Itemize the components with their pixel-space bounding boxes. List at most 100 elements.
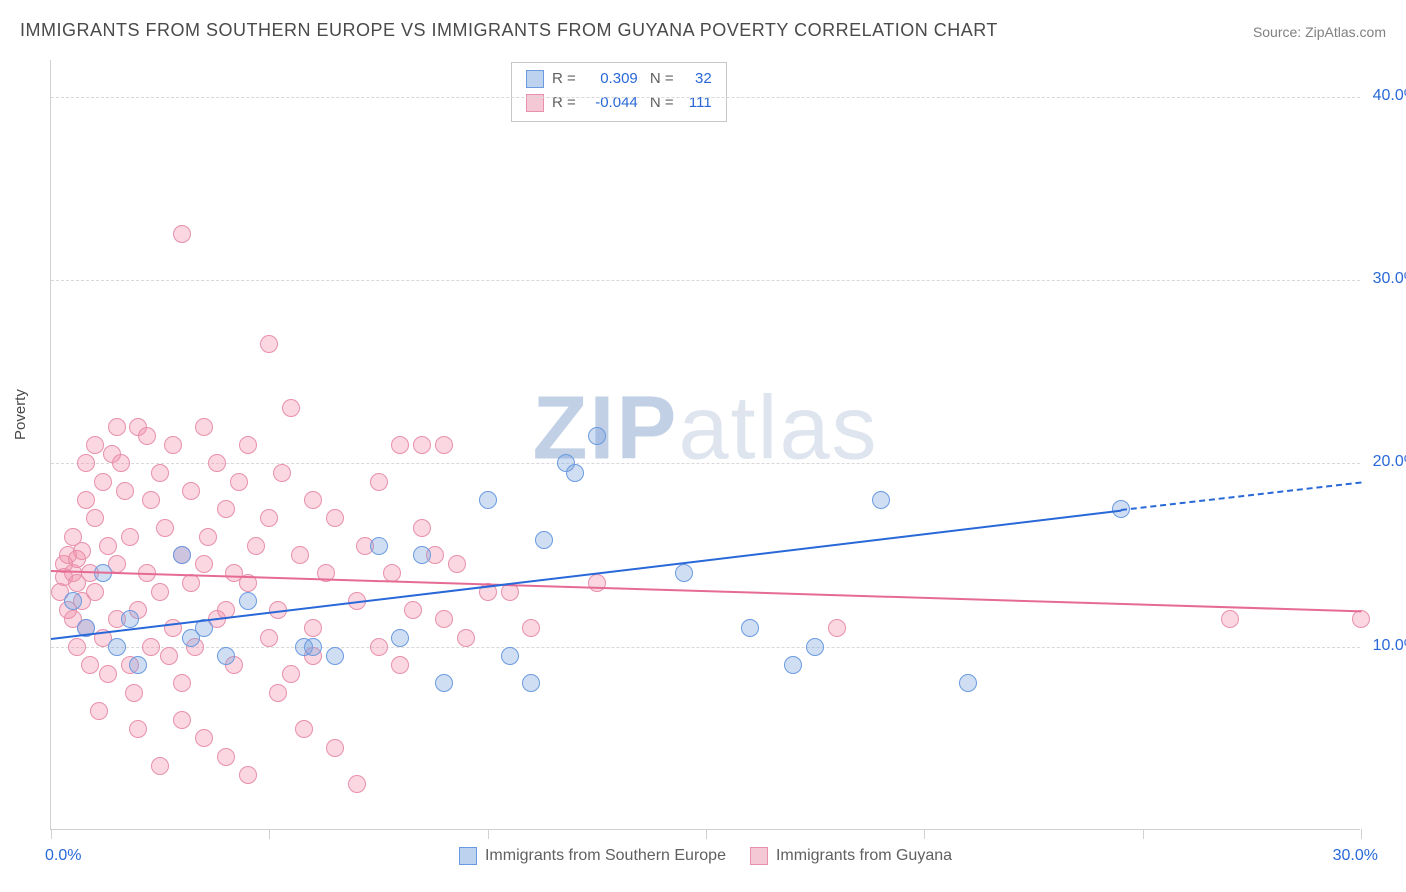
data-point (195, 729, 213, 747)
data-point (81, 656, 99, 674)
data-point (588, 427, 606, 445)
data-point (195, 418, 213, 436)
data-point (435, 674, 453, 692)
x-tick-label-right: 30.0% (1333, 847, 1378, 865)
y-tick-label: 20.0% (1373, 453, 1406, 471)
data-point (326, 647, 344, 665)
data-point (239, 592, 257, 610)
data-point (68, 638, 86, 656)
data-point (199, 528, 217, 546)
data-point (404, 601, 422, 619)
legend-r-value-0: 0.309 (584, 67, 638, 91)
chart-container: IMMIGRANTS FROM SOUTHERN EUROPE VS IMMIG… (0, 0, 1406, 892)
legend-r-label: R = (552, 91, 576, 115)
data-point (151, 464, 169, 482)
data-point (108, 638, 126, 656)
data-point (457, 629, 475, 647)
legend-n-label: N = (646, 91, 674, 115)
data-point (566, 464, 584, 482)
data-point (391, 656, 409, 674)
data-point (273, 464, 291, 482)
gridline (51, 647, 1360, 648)
data-point (239, 436, 257, 454)
gridline (51, 97, 1360, 98)
data-point (230, 473, 248, 491)
data-point (151, 757, 169, 775)
data-point (99, 665, 117, 683)
data-point (99, 537, 117, 555)
data-point (86, 583, 104, 601)
data-point (326, 739, 344, 757)
bottom-legend: Immigrants from Southern Europe Immigran… (51, 847, 1360, 865)
data-point (304, 638, 322, 656)
data-point (295, 720, 313, 738)
legend-n-label: N = (646, 67, 674, 91)
data-point (741, 619, 759, 637)
data-point (448, 555, 466, 573)
legend-n-value-1: 111 (682, 91, 712, 115)
data-point (535, 531, 553, 549)
data-point (142, 491, 160, 509)
data-point (413, 519, 431, 537)
data-point (90, 702, 108, 720)
data-point (129, 656, 147, 674)
data-point (326, 509, 344, 527)
correlation-legend: R = 0.309 N = 32 R = -0.044 N = 111 (511, 62, 727, 122)
x-tick (51, 829, 52, 839)
data-point (86, 436, 104, 454)
y-tick-label: 30.0% (1373, 270, 1406, 288)
data-point (217, 647, 235, 665)
x-tick (706, 829, 707, 839)
x-tick (488, 829, 489, 839)
data-point (413, 436, 431, 454)
data-point (370, 473, 388, 491)
data-point (391, 629, 409, 647)
data-point (73, 542, 91, 560)
data-point (173, 674, 191, 692)
data-point (108, 418, 126, 436)
x-tick (269, 829, 270, 839)
data-point (304, 491, 322, 509)
bottom-legend-label-1: Immigrants from Guyana (776, 847, 952, 865)
data-point (522, 619, 540, 637)
data-point (435, 436, 453, 454)
y-axis-label: Poverty (12, 389, 29, 440)
gridline (51, 280, 1360, 281)
watermark: ZIPatlas (532, 378, 878, 481)
data-point (872, 491, 890, 509)
legend-n-value-0: 32 (682, 67, 712, 91)
data-point (182, 482, 200, 500)
bottom-legend-item-0: Immigrants from Southern Europe (459, 847, 726, 865)
data-point (269, 684, 287, 702)
chart-title: IMMIGRANTS FROM SOUTHERN EUROPE VS IMMIG… (20, 20, 998, 41)
x-tick (1361, 829, 1362, 839)
data-point (116, 482, 134, 500)
data-point (239, 766, 257, 784)
data-point (142, 638, 160, 656)
data-point (94, 473, 112, 491)
data-point (208, 454, 226, 472)
data-point (173, 546, 191, 564)
data-point (173, 711, 191, 729)
data-point (959, 674, 977, 692)
data-point (806, 638, 824, 656)
data-point (413, 546, 431, 564)
data-point (151, 583, 169, 601)
data-point (217, 748, 235, 766)
data-point (260, 509, 278, 527)
data-point (479, 491, 497, 509)
data-point (1352, 610, 1370, 628)
data-point (522, 674, 540, 692)
data-point (121, 528, 139, 546)
data-point (112, 454, 130, 472)
legend-swatch-0 (526, 70, 544, 88)
trend-line (1121, 482, 1361, 511)
data-point (86, 509, 104, 527)
data-point (195, 555, 213, 573)
data-point (260, 335, 278, 353)
data-point (501, 647, 519, 665)
data-point (156, 519, 174, 537)
legend-r-label: R = (552, 67, 576, 91)
data-point (348, 775, 366, 793)
data-point (370, 537, 388, 555)
